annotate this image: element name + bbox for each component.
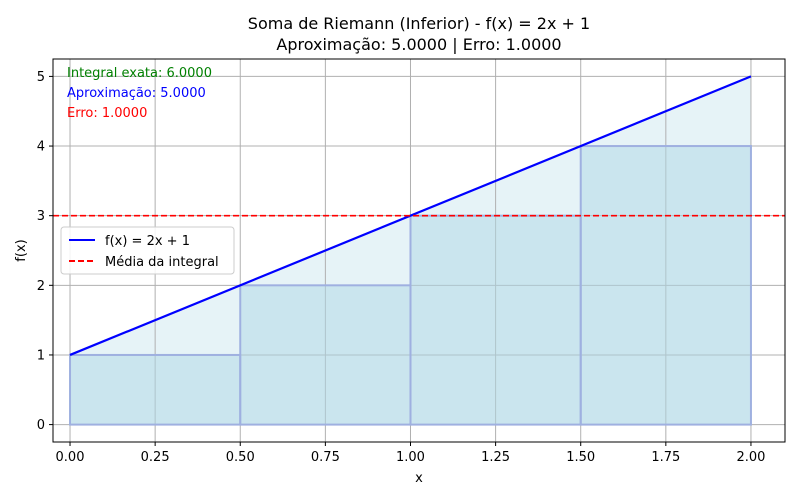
series-layer [53,75,785,356]
chart-title-group: Soma de Riemann (Inferior) - f(x) = 2x +… [248,14,590,54]
x-tick-label: 1.00 [396,450,425,465]
y-tick-label: 3 [37,209,45,224]
x-axis-label: x [415,471,423,486]
annotation-text: Integral exata: 6.0000 [67,66,212,81]
y-axis-label: f(x) [14,239,29,261]
x-tick-label: 1.75 [651,450,680,465]
x-tick-label: 0.25 [141,450,170,465]
riemann-rectangle [239,284,412,426]
riemann-rectangle [579,145,752,426]
legend-label: Média da integral [105,255,219,270]
x-tick-label: 1.25 [481,450,510,465]
x-tick-label: 2.00 [736,450,765,465]
plot-border [52,58,786,443]
annotation-layer: Integral exata: 6.0000 Aproximação: 5.000… [67,66,212,121]
legend-box [60,226,235,275]
y-tick-label: 0 [37,418,45,433]
riemann-rectangle [409,214,582,426]
annotation-text: Erro: 1.0000 [67,106,147,121]
legend: f(x) = 2x + 1 Média da integral [60,226,235,275]
annotation-text: Aproximação: 5.0000 [67,86,206,101]
x-tick-label: 0.75 [311,450,340,465]
legend-label: f(x) = 2x + 1 [105,234,190,249]
y-tick-label: 5 [37,70,45,85]
chart-subtitle: Aproximação: 5.0000 | Erro: 1.0000 [276,35,561,54]
riemann-rectangle [69,353,242,426]
x-tick-label: 1.50 [566,450,595,465]
chart-title: Soma de Riemann (Inferior) - f(x) = 2x +… [248,14,590,33]
y-tick-label: 1 [37,348,45,363]
x-tick-label: 0.50 [226,450,255,465]
x-tick-label: 0.00 [56,450,85,465]
ticks-layer: 0.00 0.25 0.50 0.75 1.00 1.25 1.50 1.75 2.00 0 1 2 3… [37,70,766,465]
y-tick-label: 4 [37,140,45,155]
riemann-rectangles-layer [69,145,752,426]
y-tick-label: 2 [37,279,45,294]
function-line [69,75,752,356]
